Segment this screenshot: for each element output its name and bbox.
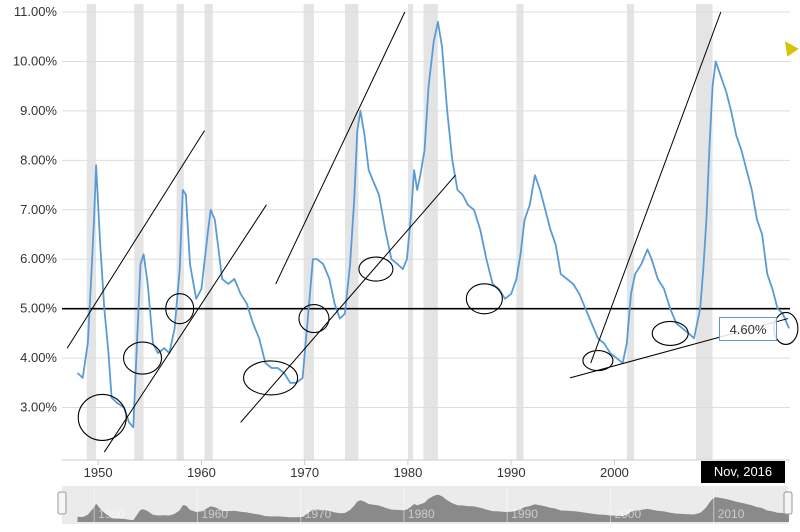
recession-band <box>86 4 97 460</box>
navigator-tick-label: 1980 <box>408 507 435 521</box>
x-tick-label: 1960 <box>187 465 216 480</box>
time-navigator[interactable]: 1950 1960 1970 1980 1990 2000 2010 <box>57 486 793 524</box>
annotation-circle <box>651 320 689 346</box>
trend-line <box>275 11 406 285</box>
navigator-tick-label: 2000 <box>614 507 641 521</box>
y-tick-label: 5.00% <box>20 301 57 316</box>
navigator-tick-label: 1970 <box>305 507 332 521</box>
recession-band <box>134 4 144 460</box>
x-tick-label: 1990 <box>497 465 526 480</box>
navigator-tick-label: 1960 <box>201 507 228 521</box>
current-value-flag: 4.60% <box>719 317 777 341</box>
y-tick-label: 8.00% <box>20 152 57 167</box>
y-tick-label: 3.00% <box>20 400 57 415</box>
annotation-circle <box>122 341 163 375</box>
annotation-circle <box>243 360 299 396</box>
navigator-right-handle[interactable] <box>783 491 793 515</box>
hand-drawn-annotations <box>66 11 799 453</box>
navigator-ticks: 1950 1960 1970 1980 1990 2000 2010 <box>93 488 745 522</box>
series-line <box>76 21 790 429</box>
y-axis-ticks: 3.00% 4.00% 5.00% 6.00% 7.00% 8.00% 9.00% 10.00… <box>13 4 58 415</box>
y-tick-label: 11.00% <box>14 4 58 19</box>
recession-band <box>407 4 414 460</box>
trend-line <box>103 204 267 453</box>
annotation-circle <box>77 393 127 441</box>
annotation-circle <box>773 311 799 345</box>
y-tick-label: 7.00% <box>20 202 57 217</box>
x-tick-label: 2000 <box>600 465 629 480</box>
navigator-tick-label: 1950 <box>98 507 125 521</box>
recession-band <box>303 4 314 460</box>
recession-band <box>516 4 524 460</box>
annotation-circle <box>165 293 195 325</box>
annotation-circle <box>582 350 614 372</box>
annotation-circle <box>298 304 330 334</box>
annotation-circle <box>358 256 394 282</box>
navigator-tick-label: 2010 <box>718 507 745 521</box>
x-tick-label: 1970 <box>290 465 319 480</box>
trend-line <box>66 130 205 349</box>
navigator-area <box>77 494 789 522</box>
y-tick-label: 4.00% <box>20 350 57 365</box>
trend-line <box>590 11 722 364</box>
x-tick-label: 1980 <box>393 465 422 480</box>
navigator-left-handle[interactable] <box>57 491 67 515</box>
y-tick-label: 10.00% <box>13 53 58 68</box>
annotation-circle <box>465 283 503 315</box>
recession-band <box>696 4 713 460</box>
y-tick-label: 6.00% <box>20 251 57 266</box>
trend-line <box>240 174 456 423</box>
x-tick-label: 1950 <box>84 465 113 480</box>
cursor-date-tooltip: Nov, 2016 <box>701 461 785 483</box>
y-tick-label: 9.00% <box>20 103 57 118</box>
recession-band <box>176 4 184 460</box>
recession-band <box>626 4 635 460</box>
navigator-tick-label: 1990 <box>511 507 538 521</box>
